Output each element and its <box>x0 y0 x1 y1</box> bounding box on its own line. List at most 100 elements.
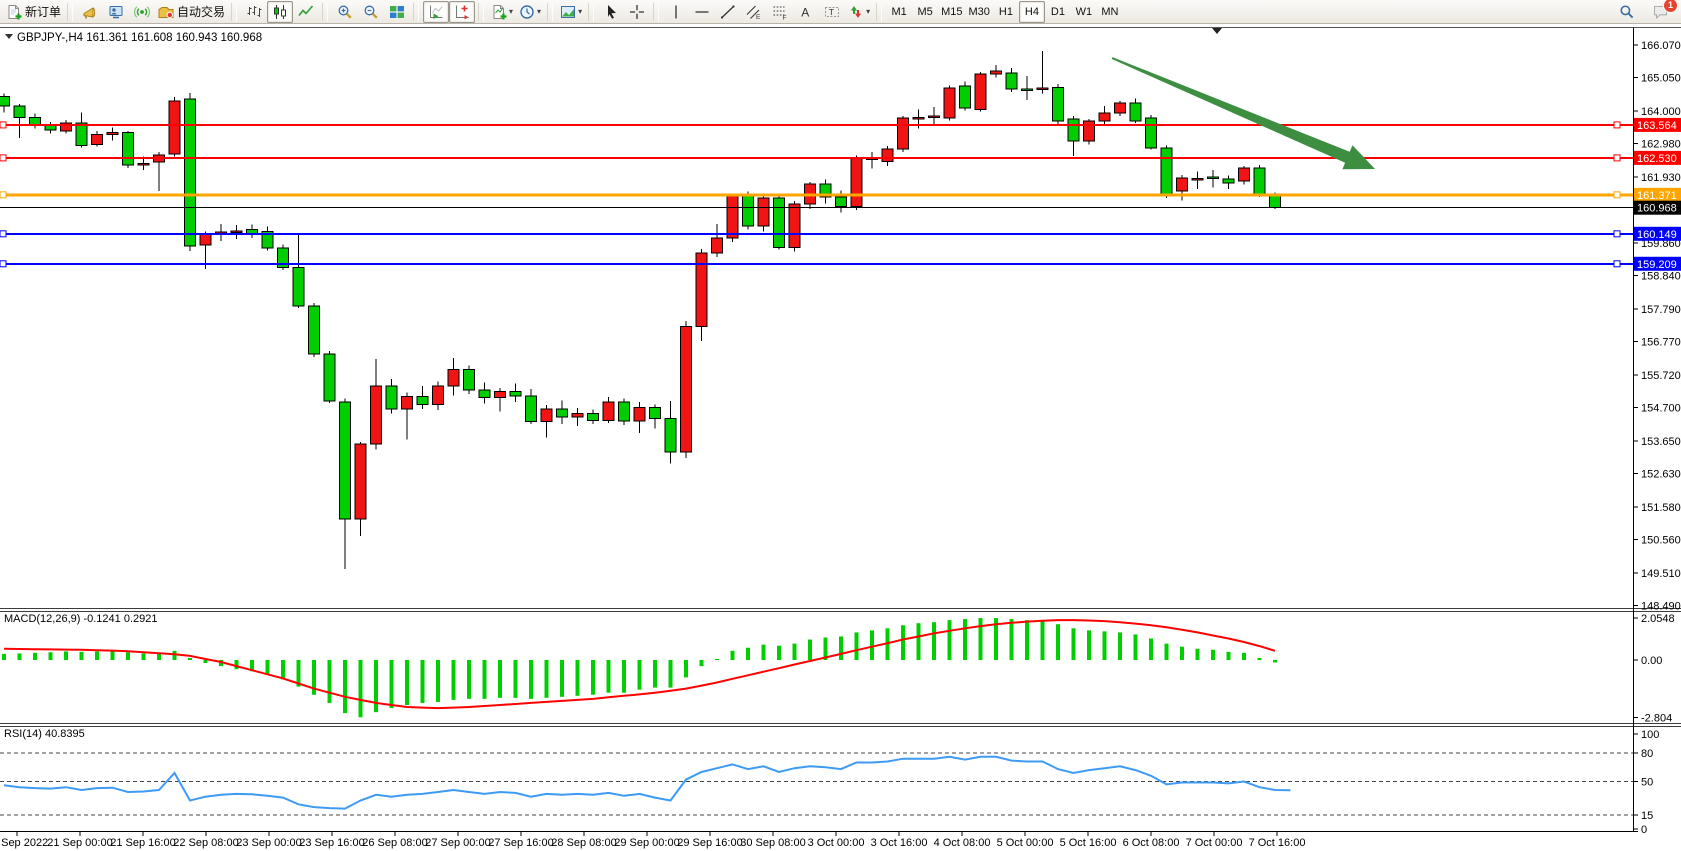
chevron-down-icon[interactable]: ▾ <box>537 7 542 16</box>
time-tick-label: 29 Sep 00:00 <box>614 837 679 849</box>
zoom-in-button[interactable] <box>332 1 358 23</box>
candle-body <box>137 162 150 166</box>
templates-icon <box>560 4 576 20</box>
macd-histogram-bar <box>312 660 316 695</box>
pivot-line-handle[interactable] <box>1613 191 1621 199</box>
tf-m15[interactable]: M15 <box>938 1 965 23</box>
macd-histogram-bar <box>48 652 53 660</box>
support-line-1-handle[interactable] <box>1613 230 1621 238</box>
chart-canvas[interactable]: 166.070 165.050 164.000 162.980 161.930 159.8… <box>0 24 1681 851</box>
macd-histogram-bar <box>715 658 719 660</box>
resistance-line-1-handle[interactable] <box>1613 121 1621 129</box>
rsi-tick-label: 15 <box>1641 810 1653 822</box>
channel-button[interactable]: E <box>741 1 767 23</box>
fibonacci-button[interactable]: F <box>767 1 793 23</box>
chart-shift-button[interactable] <box>449 0 476 23</box>
macd-histogram-bar <box>1040 621 1045 660</box>
tf-h1-label: H1 <box>998 5 1013 18</box>
zoom-out-button[interactable] <box>358 1 384 23</box>
label-button[interactable]: T <box>819 1 845 23</box>
price-badge-label: 163.564 <box>1637 120 1677 132</box>
toolbar-right: 1 <box>1617 0 1678 22</box>
macd-histogram-bar <box>1133 634 1138 660</box>
one-click-trading-toggle[interactable] <box>5 34 13 39</box>
templates-button[interactable]: ▾ <box>557 1 585 23</box>
terminal-button[interactable] <box>103 1 129 23</box>
arrows-button[interactable]: ▾ <box>845 1 873 23</box>
resistance-line-2-handle[interactable] <box>1613 154 1621 162</box>
search-button[interactable] <box>1617 2 1637 22</box>
candle-body <box>1269 195 1281 209</box>
chevron-down-icon[interactable]: ▾ <box>509 7 514 16</box>
resistance-line-1-handle[interactable] <box>0 121 7 129</box>
tf-m30-label: M30 <box>968 5 990 18</box>
price-tick-label: 152.630 <box>1641 469 1681 481</box>
toolbar-separator <box>231 2 238 21</box>
periods-button[interactable]: ▾ <box>516 1 544 23</box>
trend-arrow-annotation[interactable] <box>1111 57 1375 170</box>
support-line-2-handle[interactable] <box>0 260 7 268</box>
cursor-button[interactable] <box>598 1 624 23</box>
tf-mn[interactable]: MN <box>1097 1 1123 23</box>
macd-histogram-bar <box>684 660 688 678</box>
macd-histogram-bar <box>281 660 285 680</box>
macd-histogram-bar <box>172 650 177 660</box>
label-icon: T <box>824 4 840 20</box>
price-badge <box>1634 187 1681 202</box>
tile-windows-button[interactable] <box>384 1 410 23</box>
new-order-icon <box>6 4 22 20</box>
macd-histogram-bar <box>1009 619 1014 660</box>
tf-m30[interactable]: M30 <box>966 1 993 23</box>
candle-body <box>0 96 10 107</box>
hline-button[interactable] <box>689 1 715 23</box>
line-chart-button[interactable] <box>293 1 319 23</box>
svg-text:T: T <box>829 6 834 16</box>
chart-shift-marker[interactable] <box>1212 28 1222 34</box>
svg-text:A: A <box>801 5 809 19</box>
resistance-line-2-handle[interactable] <box>0 154 7 162</box>
rsi-tick-label: 0 <box>1641 824 1647 836</box>
toolbar-separator <box>67 2 74 21</box>
crosshair-button[interactable] <box>624 1 650 23</box>
trendline-button[interactable] <box>715 1 741 23</box>
periods-icon <box>519 4 535 20</box>
chevron-down-icon[interactable]: ▾ <box>578 7 583 16</box>
chevron-down-icon[interactable]: ▾ <box>866 7 871 16</box>
tf-h4[interactable]: H4 <box>1018 0 1045 23</box>
news-button[interactable] <box>77 1 103 23</box>
tf-m5-label: M5 <box>917 5 933 18</box>
tf-m5[interactable]: M5 <box>912 1 938 23</box>
tf-d1[interactable]: D1 <box>1045 1 1071 23</box>
candle-body <box>292 266 305 307</box>
candlestick-button[interactable] <box>267 0 294 23</box>
new-order-button[interactable]: 新订单 <box>3 1 64 23</box>
notification-badge: 1 <box>1663 0 1678 13</box>
chart-area[interactable]: 166.070 165.050 164.000 162.980 161.930 159.8… <box>0 24 1681 851</box>
autotrading-button[interactable]: 自动交易 <box>155 1 228 23</box>
candle-body <box>1129 102 1142 122</box>
tf-h1[interactable]: H1 <box>993 1 1019 23</box>
macd-tick-label: -2.804 <box>1641 712 1672 724</box>
time-tick-label: 7 Oct 16:00 <box>1249 837 1306 849</box>
tf-m1[interactable]: M1 <box>886 1 912 23</box>
macd-histogram-bar <box>994 618 998 660</box>
arrows-icon <box>848 4 864 20</box>
support-line-2-handle[interactable] <box>1613 260 1621 268</box>
auto-scroll-button[interactable] <box>423 0 450 23</box>
time-tick-label: 7 Oct 00:00 <box>1186 837 1243 849</box>
signals-button[interactable] <box>129 1 155 23</box>
notifications-button[interactable]: 1 <box>1651 0 1678 22</box>
price-badge-label: 160.149 <box>1637 229 1677 241</box>
candle-body <box>106 132 119 135</box>
support-line-1-handle[interactable] <box>0 230 7 238</box>
tf-h4-label: H4 <box>1024 5 1039 18</box>
text-button[interactable]: A <box>793 1 819 23</box>
toolbar-separator <box>588 2 595 21</box>
tf-w1[interactable]: W1 <box>1071 1 1097 23</box>
vline-button[interactable] <box>663 1 689 23</box>
indicators-button[interactable]: ▾ <box>488 1 516 23</box>
zoom-out-icon <box>363 4 379 20</box>
bar-chart-button[interactable] <box>241 1 267 23</box>
pivot-line-handle[interactable] <box>0 191 7 199</box>
